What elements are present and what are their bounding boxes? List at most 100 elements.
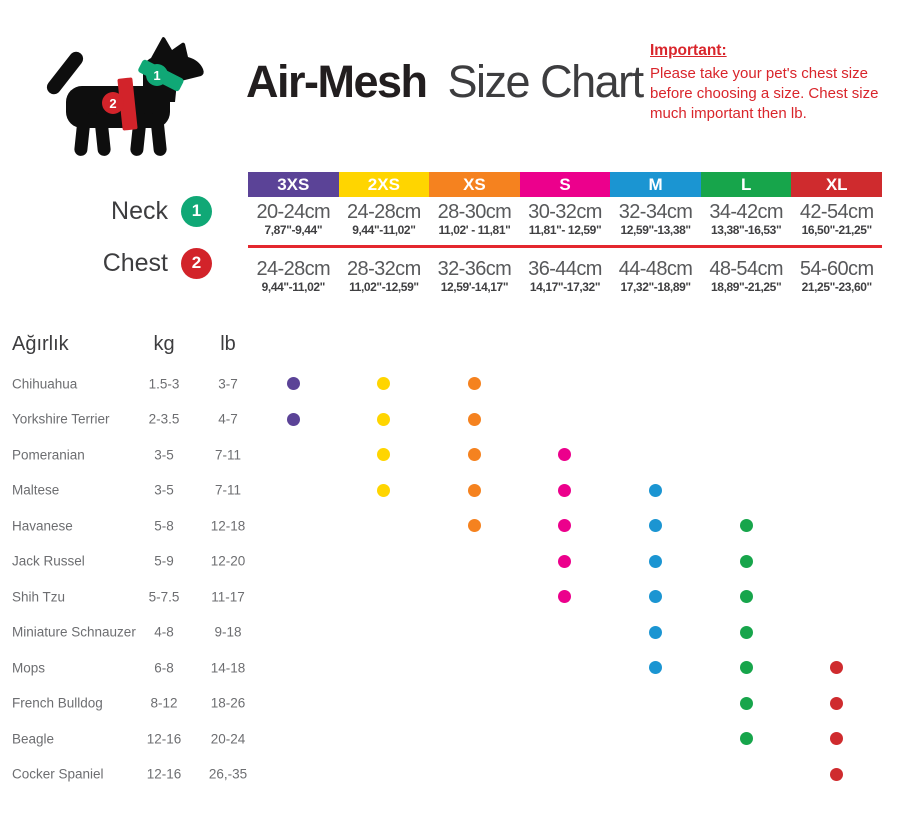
weight-header-lb: lb	[220, 333, 236, 355]
chest-values: 24-28cm 9,44"-11,02" 28-32cm 11,02"-12,59" 3…	[248, 258, 882, 295]
neck-inch: 11,81"- 12,59"	[528, 223, 602, 237]
dot-cell-L	[701, 650, 792, 686]
breed-size-dots	[248, 579, 882, 615]
breed-row: Yorkshire Terrier 2-3.5 4-7	[0, 402, 900, 438]
dot-cell-XL	[791, 579, 882, 615]
dot-cell-S	[520, 437, 611, 473]
size-band: 3XS 2XS XS S M L XL	[248, 172, 882, 197]
neck-value-XL: 42-54cm 16,50"-21,25"	[791, 202, 882, 238]
dot-cell-L	[701, 437, 792, 473]
dot-cell-S	[520, 508, 611, 544]
breed-name: Jack Russel	[12, 553, 85, 569]
dot-cell-XL	[791, 615, 882, 651]
breed-size-dots	[248, 544, 882, 580]
important-note: Important: Please take your pet's chest …	[650, 41, 900, 124]
breed-kg: 6-8	[154, 660, 174, 676]
size-dot-M	[649, 483, 663, 497]
weight-header-kg: kg	[153, 333, 175, 355]
size-dot-XS	[467, 483, 481, 497]
breed-lb: 7-11	[214, 447, 242, 463]
breed-lb: 4-7	[218, 411, 238, 427]
dog-tail	[46, 51, 84, 95]
breed-name: Miniature Schnauzer	[12, 624, 136, 640]
size-dot-2XS	[377, 483, 391, 497]
dot-cell-L	[701, 579, 792, 615]
size-dot-XL	[830, 661, 844, 675]
chest-inch: 12,59'-14,17"	[440, 280, 509, 295]
dot-cell-S	[520, 757, 611, 793]
dot-cell-L	[701, 402, 792, 438]
size-dot-S	[558, 554, 572, 568]
size-header-XS: XS	[429, 172, 520, 197]
breed-rows: Chihuahua 1.5-3 3-7 Yorkshire Terrier 2-3.5 4…	[0, 366, 900, 792]
breed-row: French Bulldog 8-12 18-26	[0, 686, 900, 722]
important-note-text: Please take your pet's chest size before…	[650, 65, 879, 123]
dot-cell-S	[520, 721, 611, 757]
dog-leg	[74, 112, 91, 156]
chest-cm: 54-60cm	[799, 258, 874, 281]
weight-header-breed: Ağırlık	[12, 333, 69, 355]
dot-cell-XS	[429, 473, 520, 509]
breed-kg: 3-5	[154, 447, 174, 463]
breed-kg: 4-8	[154, 624, 174, 640]
dot-cell-XL	[791, 508, 882, 544]
breed-row: Maltese 3-5 7-11	[0, 473, 900, 509]
neck-value-S: 30-32cm 11,81"- 12,59"	[520, 202, 611, 238]
breed-size-dots	[248, 650, 882, 686]
size-dot-M	[649, 554, 663, 568]
dog-neck-marker	[146, 64, 168, 86]
size-dot-XS	[467, 448, 481, 462]
dot-cell-M	[610, 721, 701, 757]
breed-name: Pomeranian	[12, 447, 85, 463]
dot-cell-M	[610, 579, 701, 615]
dot-cell-3XS	[248, 473, 339, 509]
breed-row: Chihuahua 1.5-3 3-7	[0, 366, 900, 402]
page-title-suffix: Size Chart	[447, 56, 645, 107]
breed-size-dots	[248, 721, 882, 757]
dot-cell-XS	[429, 508, 520, 544]
dot-cell-S	[520, 544, 611, 580]
dot-cell-XL	[791, 437, 882, 473]
dot-cell-L	[701, 473, 792, 509]
breed-kg: 1.5-3	[148, 376, 180, 392]
chest-value-L: 48-54cm 18,89"-21,25"	[701, 259, 792, 295]
dot-cell-L	[701, 508, 792, 544]
size-dot-S	[558, 448, 572, 462]
size-dot-2XS	[377, 412, 391, 426]
dot-cell-XL	[791, 686, 882, 722]
dot-cell-L	[701, 615, 792, 651]
dot-cell-XS	[429, 615, 520, 651]
page-title: Air-Mesh Size Chart	[246, 56, 645, 108]
size-dot-XS	[467, 412, 481, 426]
dot-cell-M	[610, 366, 701, 402]
breed-lb: 26,-35	[208, 766, 248, 782]
dot-cell-3XS	[248, 366, 339, 402]
breed-row: Shih Tzu 5-7.5 11-17	[0, 579, 900, 615]
size-chart: 3XS 2XS XS S M L XL 20-24cm 7,87"-9,44" 24-28cm 9…	[248, 172, 882, 295]
neck-value-2XS: 24-28cm 9,44"-11,02"	[339, 202, 430, 238]
dot-cell-XS	[429, 366, 520, 402]
neck-value-L: 34-42cm 13,38"-16,53"	[701, 202, 792, 238]
size-dot-XL	[830, 696, 844, 710]
size-dot-XS	[467, 377, 481, 391]
breed-size-dots	[248, 508, 882, 544]
breed-lb: 9-18	[214, 624, 242, 640]
breed-row: Mops 6-8 14-18	[0, 650, 900, 686]
dot-cell-2XS	[339, 473, 430, 509]
dot-cell-3XS	[248, 615, 339, 651]
dot-cell-XL	[791, 721, 882, 757]
breed-kg: 12-16	[146, 766, 182, 782]
dog-neck-marker-number: 1	[153, 68, 160, 83]
dot-cell-2XS	[339, 544, 430, 580]
dot-cell-3XS	[248, 650, 339, 686]
chest-value-XS: 32-36cm 12,59'-14,17"	[429, 259, 520, 295]
dot-cell-2XS	[339, 686, 430, 722]
dot-cell-XL	[791, 473, 882, 509]
size-dot-M	[649, 590, 663, 604]
dot-cell-XS	[429, 579, 520, 615]
dot-cell-2XS	[339, 650, 430, 686]
breed-name: Maltese	[12, 482, 60, 498]
size-dot-XL	[830, 732, 844, 746]
page-title-brand: Air-Mesh	[246, 56, 428, 107]
